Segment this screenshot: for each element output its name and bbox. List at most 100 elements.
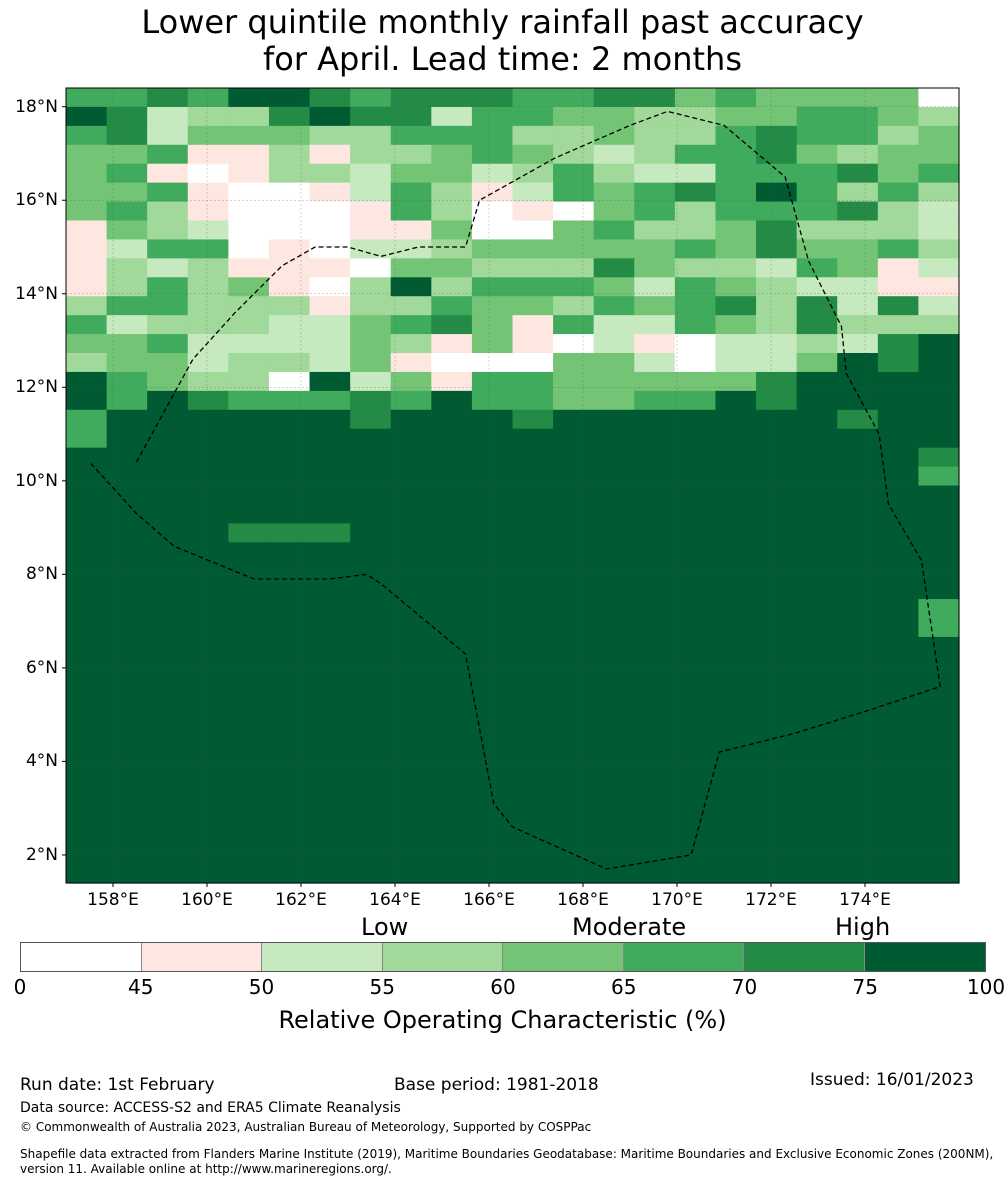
map-cell <box>431 182 473 203</box>
map-cell <box>268 523 311 543</box>
map-cell <box>918 618 960 638</box>
map-cell <box>756 239 798 259</box>
map-cell <box>350 599 392 619</box>
map-cell <box>268 655 311 676</box>
map-cell <box>228 371 270 392</box>
map-cell <box>268 561 311 581</box>
base-period: Base period: 1981-2018 <box>394 1075 599 1095</box>
colorbar-tick-label: 100 <box>966 975 1005 999</box>
map-cell <box>228 409 270 430</box>
map-cell <box>593 106 635 127</box>
map-cell <box>634 599 676 619</box>
map-cell <box>877 409 920 430</box>
map-cell <box>431 239 473 259</box>
map-cell <box>512 561 554 581</box>
map-cell <box>512 542 554 562</box>
map-cell <box>553 220 595 241</box>
map-cell <box>756 561 798 581</box>
map-cell <box>187 542 229 562</box>
map-cell <box>553 788 595 808</box>
map-cell <box>66 655 108 676</box>
map-cell <box>634 693 676 714</box>
latitude-label: 14°N <box>15 283 58 304</box>
map-cell <box>471 580 514 600</box>
map-cell <box>837 674 879 695</box>
map-cell <box>837 731 879 752</box>
map-cell <box>66 466 108 487</box>
map-cell <box>187 826 229 846</box>
map-cell <box>350 315 392 335</box>
map-cell <box>512 693 554 714</box>
map-cell <box>796 220 838 241</box>
map-cell <box>228 542 270 562</box>
map-cell <box>553 807 595 827</box>
map-cell <box>512 674 554 695</box>
map-cell <box>66 296 108 316</box>
map-cell <box>837 106 879 127</box>
map-cell <box>66 750 108 771</box>
map-cell <box>877 428 920 449</box>
map-cell <box>187 125 229 146</box>
map-cell <box>593 523 635 543</box>
map-cell <box>390 712 432 733</box>
map-cell <box>350 371 392 392</box>
map-cell <box>796 485 838 506</box>
map-cell <box>634 390 676 411</box>
map-cell <box>674 390 717 411</box>
map-cell <box>147 296 189 316</box>
map-cell <box>431 220 473 241</box>
map-cell <box>634 788 676 808</box>
map-cell <box>350 750 392 771</box>
map-cell <box>350 409 392 430</box>
map-cell <box>309 239 351 259</box>
map-cell <box>877 220 920 241</box>
map-cell <box>66 390 108 411</box>
map-cell <box>471 353 514 373</box>
map-cell <box>268 731 311 752</box>
map-cell <box>674 144 717 165</box>
map-cell <box>634 826 676 846</box>
map-cell <box>674 428 717 449</box>
map-cell <box>66 807 108 827</box>
map-cell <box>147 182 189 203</box>
latitude-label: 10°N <box>15 470 58 491</box>
map-cell <box>147 390 189 411</box>
map-cell <box>106 447 148 468</box>
map-cell <box>512 750 554 771</box>
colorbar-segment <box>623 943 744 971</box>
map-cell <box>715 239 757 259</box>
map-cell <box>228 296 270 316</box>
map-cell <box>837 636 879 657</box>
map-cell <box>309 731 351 752</box>
map-cell <box>796 353 838 373</box>
map-cell <box>309 182 351 203</box>
map-cell <box>350 296 392 316</box>
map-cell <box>715 353 757 373</box>
map-cell <box>512 315 554 335</box>
map-cell <box>350 542 392 562</box>
map-cell <box>553 864 595 884</box>
map-cell <box>350 674 392 695</box>
map-cell <box>756 504 798 524</box>
map-cell <box>553 674 595 695</box>
map-cell <box>553 390 595 411</box>
map-cell <box>187 845 229 865</box>
map-cell <box>918 409 960 430</box>
map-cell <box>66 315 108 335</box>
map-cell <box>796 371 838 392</box>
map-cell <box>147 580 189 600</box>
map-cell <box>796 334 838 354</box>
map-cell <box>918 655 960 676</box>
colorbar-tick-label: 0 <box>13 975 27 999</box>
map-cell <box>512 845 554 865</box>
map-cell <box>756 599 798 619</box>
map-cell <box>553 636 595 657</box>
map-cell <box>187 220 229 241</box>
map-cell <box>309 125 351 146</box>
map-cell <box>350 239 392 259</box>
map-cell <box>147 788 189 808</box>
map-cell <box>350 712 392 733</box>
map-cell <box>756 315 798 335</box>
map-cell <box>512 182 554 203</box>
map-cell <box>512 712 554 733</box>
